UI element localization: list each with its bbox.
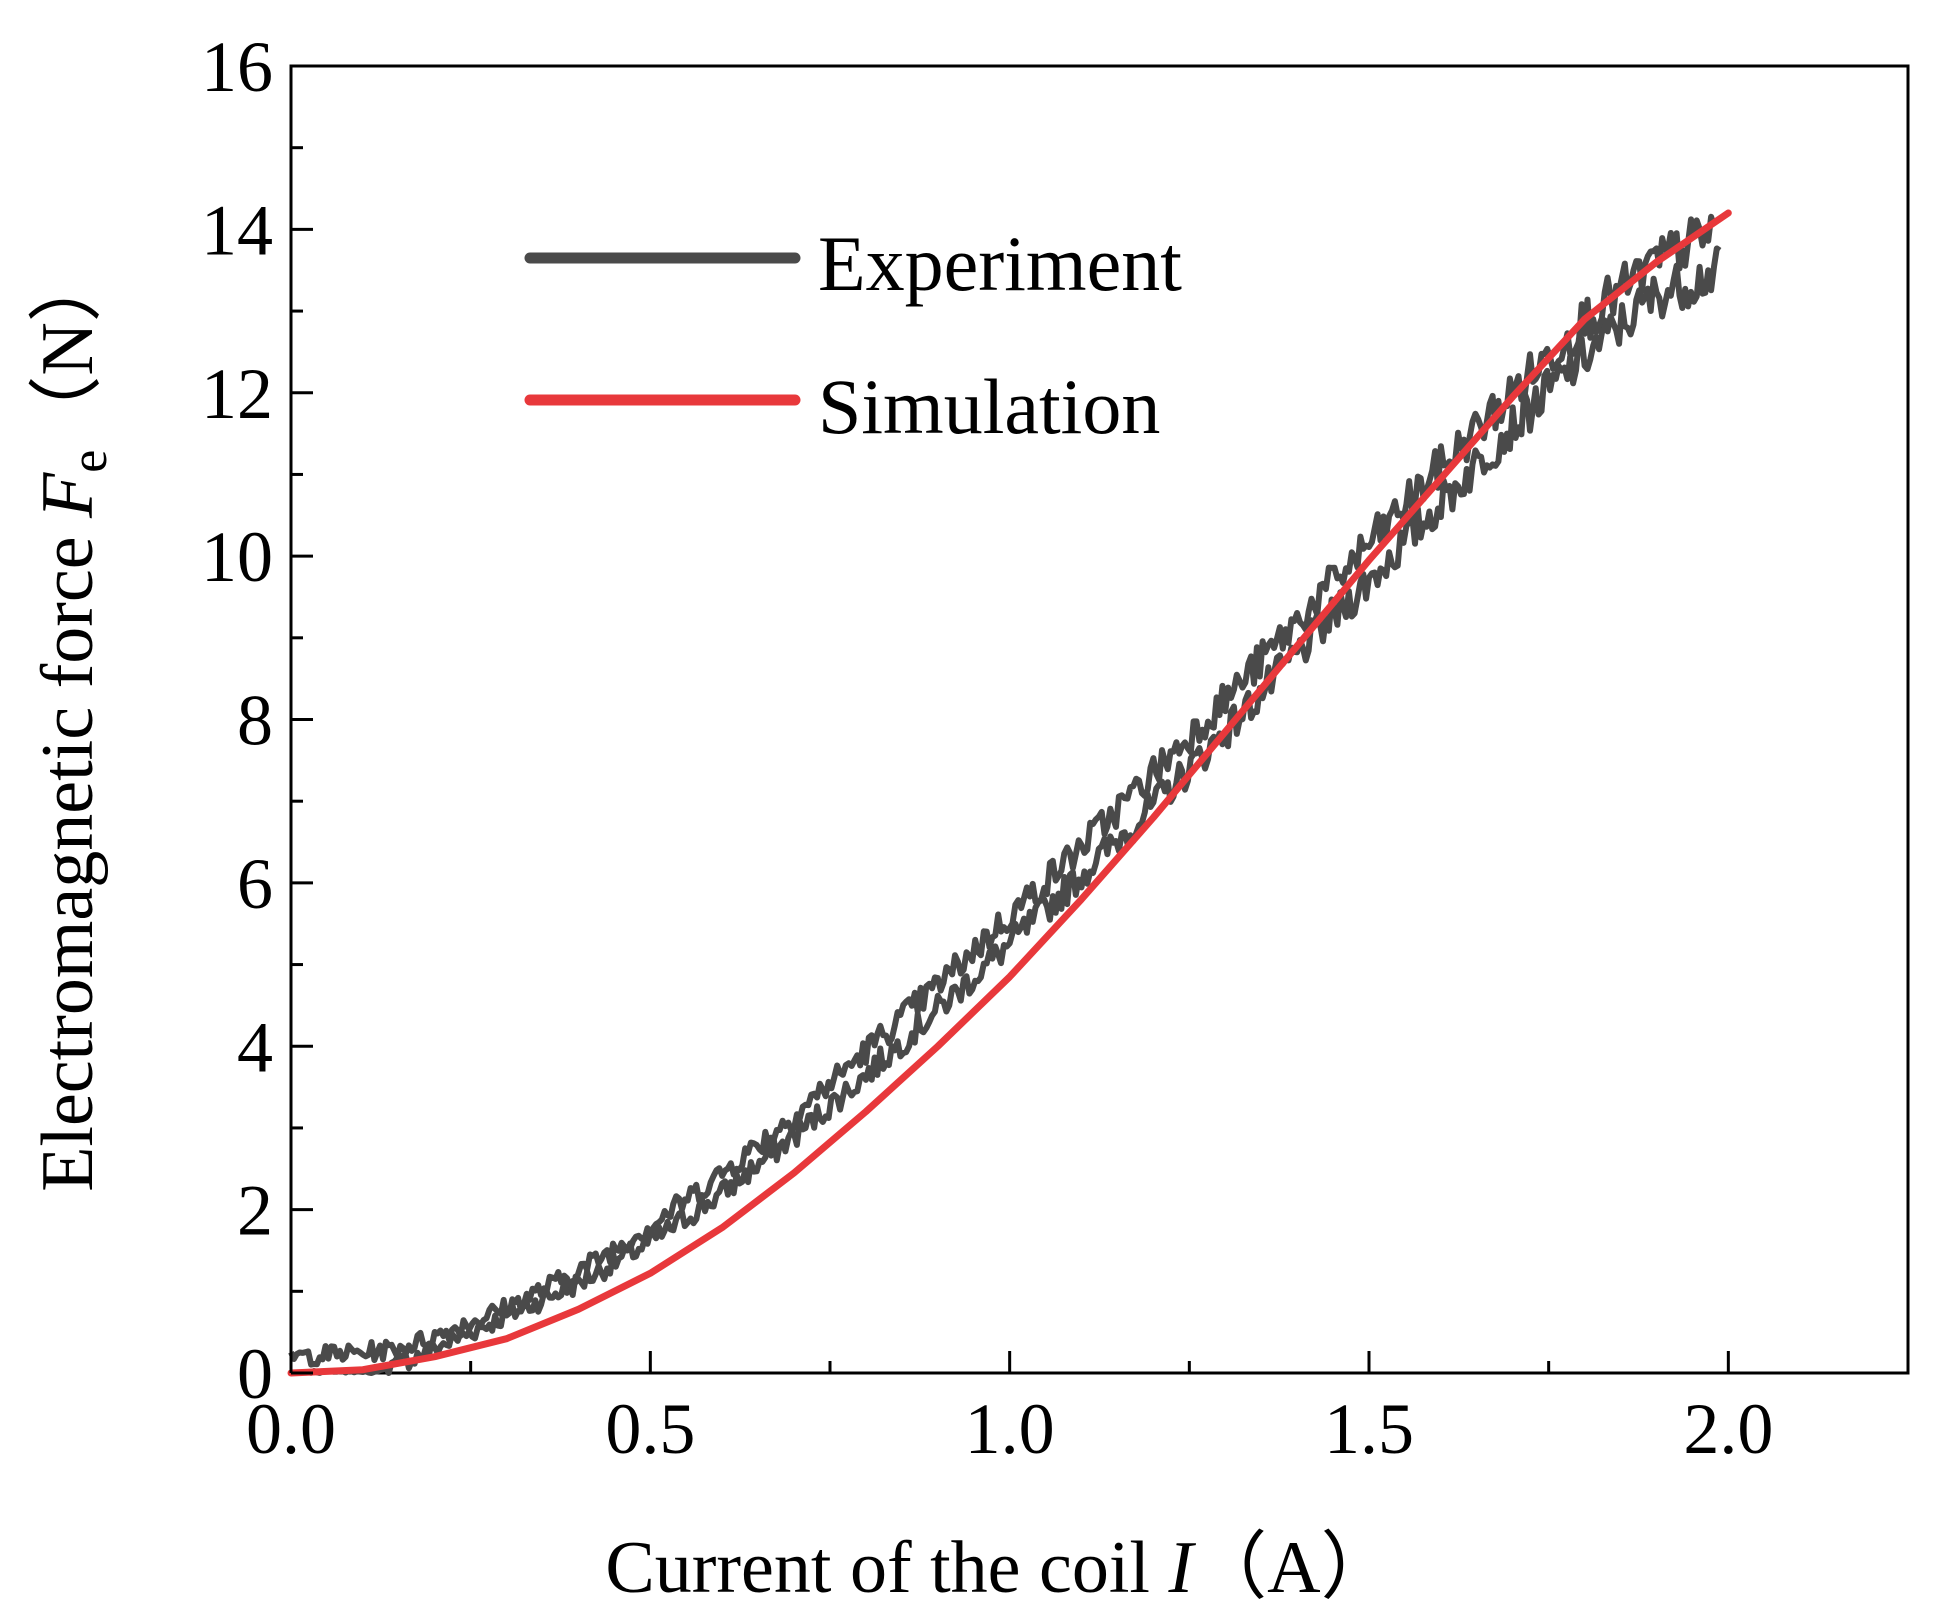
x-axis-title-main: Current of the coil <box>605 1527 1168 1609</box>
y-axis-title-main: Electromagnetic force <box>27 518 109 1192</box>
plot-area: 0.0 0.5 1.0 1.5 2.0 0 2 4 6 8 10 12 14 16 <box>201 27 1910 1469</box>
x-tick-label: 1.5 <box>1324 1389 1414 1469</box>
experiment-line-upper <box>288 213 1717 1368</box>
series-layer <box>287 209 1732 1377</box>
x-axis-title-unit: （A） <box>1193 1527 1394 1609</box>
x-tick-label: 0.5 <box>605 1389 695 1469</box>
y-tick-label: 6 <box>237 844 273 924</box>
x-axis-title: Current of the coil I（A） <box>605 1527 1394 1609</box>
legend: Experiment Simulation <box>524 220 1182 450</box>
ticks-layer: 0.0 0.5 1.0 1.5 2.0 0 2 4 6 8 10 12 14 16 <box>201 27 1773 1469</box>
x-axis-title-symbol: I <box>1167 1527 1196 1609</box>
y-axis-title-subscript: e <box>61 450 118 473</box>
y-tick-label: 16 <box>201 27 273 107</box>
y-tick-label: 8 <box>237 681 273 761</box>
y-tick-label: 10 <box>201 517 273 597</box>
x-tick-label: 2.0 <box>1683 1389 1773 1469</box>
y-tick-label: 12 <box>201 354 273 434</box>
y-axis-title: Electromagnetic force Fe（N） <box>27 248 118 1192</box>
y-axis-title-symbol: F <box>27 472 109 519</box>
experiment-line-lower <box>304 245 1722 1376</box>
y-tick-label: 4 <box>237 1007 273 1087</box>
y-tick-label: 2 <box>237 1171 273 1251</box>
y-axis-title-unit: （N） <box>27 248 109 449</box>
legend-label-experiment: Experiment <box>818 220 1182 307</box>
legend-label-simulation: Simulation <box>818 363 1160 450</box>
simulation-line <box>287 209 1732 1377</box>
x-tick-label: 0.0 <box>246 1389 336 1469</box>
x-tick-label: 1.0 <box>965 1389 1055 1469</box>
y-tick-label: 14 <box>201 190 273 270</box>
y-tick-label: 0 <box>237 1334 273 1414</box>
